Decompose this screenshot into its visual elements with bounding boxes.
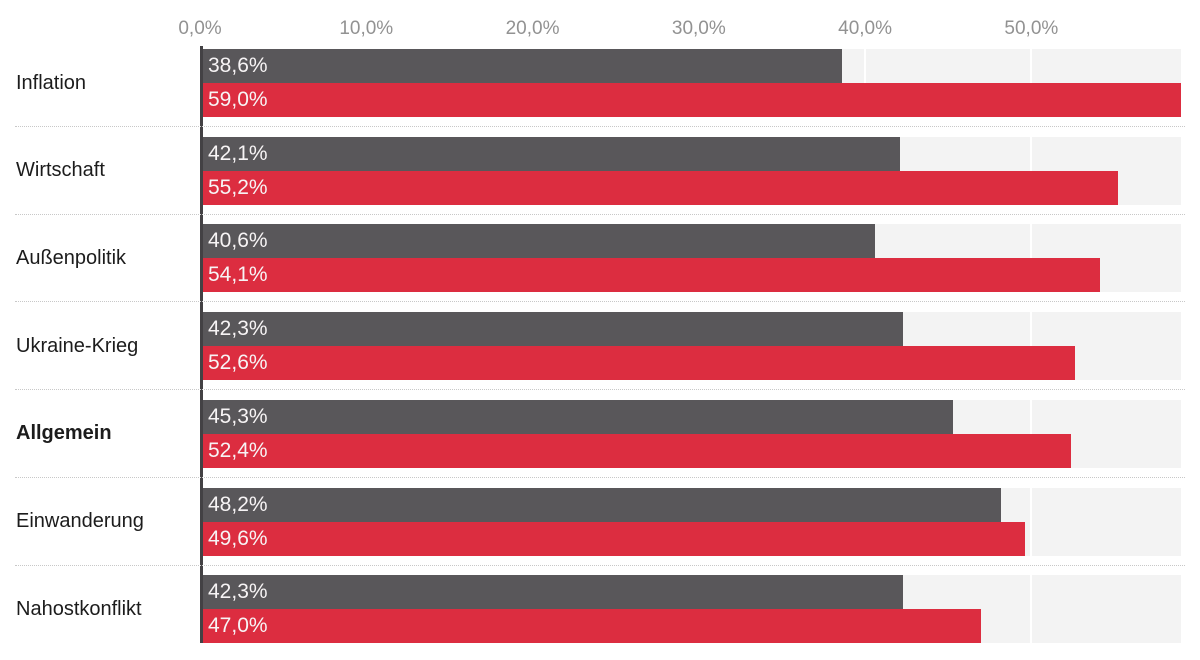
category-label: Inflation	[16, 71, 87, 94]
gridline	[1030, 46, 1033, 643]
bar-series-dark-gray: 42,3%	[200, 312, 904, 347]
value-label: 48,2%	[208, 492, 268, 516]
value-label: 55,2%	[208, 175, 268, 199]
value-label: 54,1%	[208, 263, 268, 287]
category-label: Wirtschaft	[16, 159, 105, 182]
bar-series-red: 52,4%	[200, 433, 1072, 468]
bar-series-dark-gray: 42,3%	[200, 575, 904, 610]
bar-series-dark-gray: 42,1%	[200, 136, 900, 171]
category-label: Nahostkonflikt	[16, 597, 142, 620]
category-label: Ukraine-Krieg	[16, 334, 139, 357]
row-separator	[15, 564, 1185, 566]
category-label: Einwanderung	[16, 510, 144, 532]
x-axis-tick-label: 40,0%	[838, 18, 893, 39]
value-label: 42,3%	[208, 317, 268, 341]
bar-series-red: 55,2%	[200, 170, 1118, 205]
x-axis-tick-label: 10,0%	[339, 18, 394, 39]
category-label: Allgemein	[16, 422, 112, 445]
value-label: 52,6%	[208, 351, 268, 375]
bar-series-red: 54,1%	[200, 258, 1100, 293]
bar-series-red: 52,6%	[200, 346, 1075, 381]
row-separator	[15, 476, 1185, 478]
value-label: 59,0%	[208, 88, 268, 111]
bar-series-dark-gray: 40,6%	[200, 224, 876, 259]
x-axis-tick-label: 30,0%	[671, 18, 726, 39]
bar-series-red: 49,6%	[200, 521, 1025, 556]
category-label: Außenpolitik	[16, 246, 127, 269]
bar-series-red: 59,0%	[200, 83, 1181, 117]
bar-series-dark-gray: 38,6%	[200, 49, 842, 83]
plot-area: 38,6% 59,0% 42,1% 55,2% 40,6% 54,1% 42,3…	[200, 0, 1181, 660]
x-axis-tick-label: 0,0%	[178, 18, 222, 39]
bar-series-dark-gray: 48,2%	[200, 487, 1002, 522]
value-label: 45,3%	[208, 404, 268, 428]
bar-series-red: 47,0%	[200, 609, 982, 644]
x-axis-tick-label: 20,0%	[505, 18, 560, 39]
bar-series-dark-gray: 45,3%	[200, 399, 954, 434]
value-label: 49,6%	[208, 526, 268, 550]
value-label: 38,6%	[208, 54, 268, 77]
value-label: 52,4%	[208, 438, 268, 462]
x-axis-tick-label: 50,0%	[1004, 18, 1059, 39]
value-label: 47,0%	[208, 614, 268, 638]
row-separator	[15, 213, 1185, 215]
row-separator	[15, 389, 1185, 391]
y-axis-line	[200, 46, 203, 643]
row-separator	[15, 126, 1185, 127]
value-label: 42,1%	[208, 141, 268, 165]
row-separator	[15, 301, 1185, 303]
value-label: 42,3%	[208, 580, 268, 604]
value-label: 40,6%	[208, 229, 268, 253]
